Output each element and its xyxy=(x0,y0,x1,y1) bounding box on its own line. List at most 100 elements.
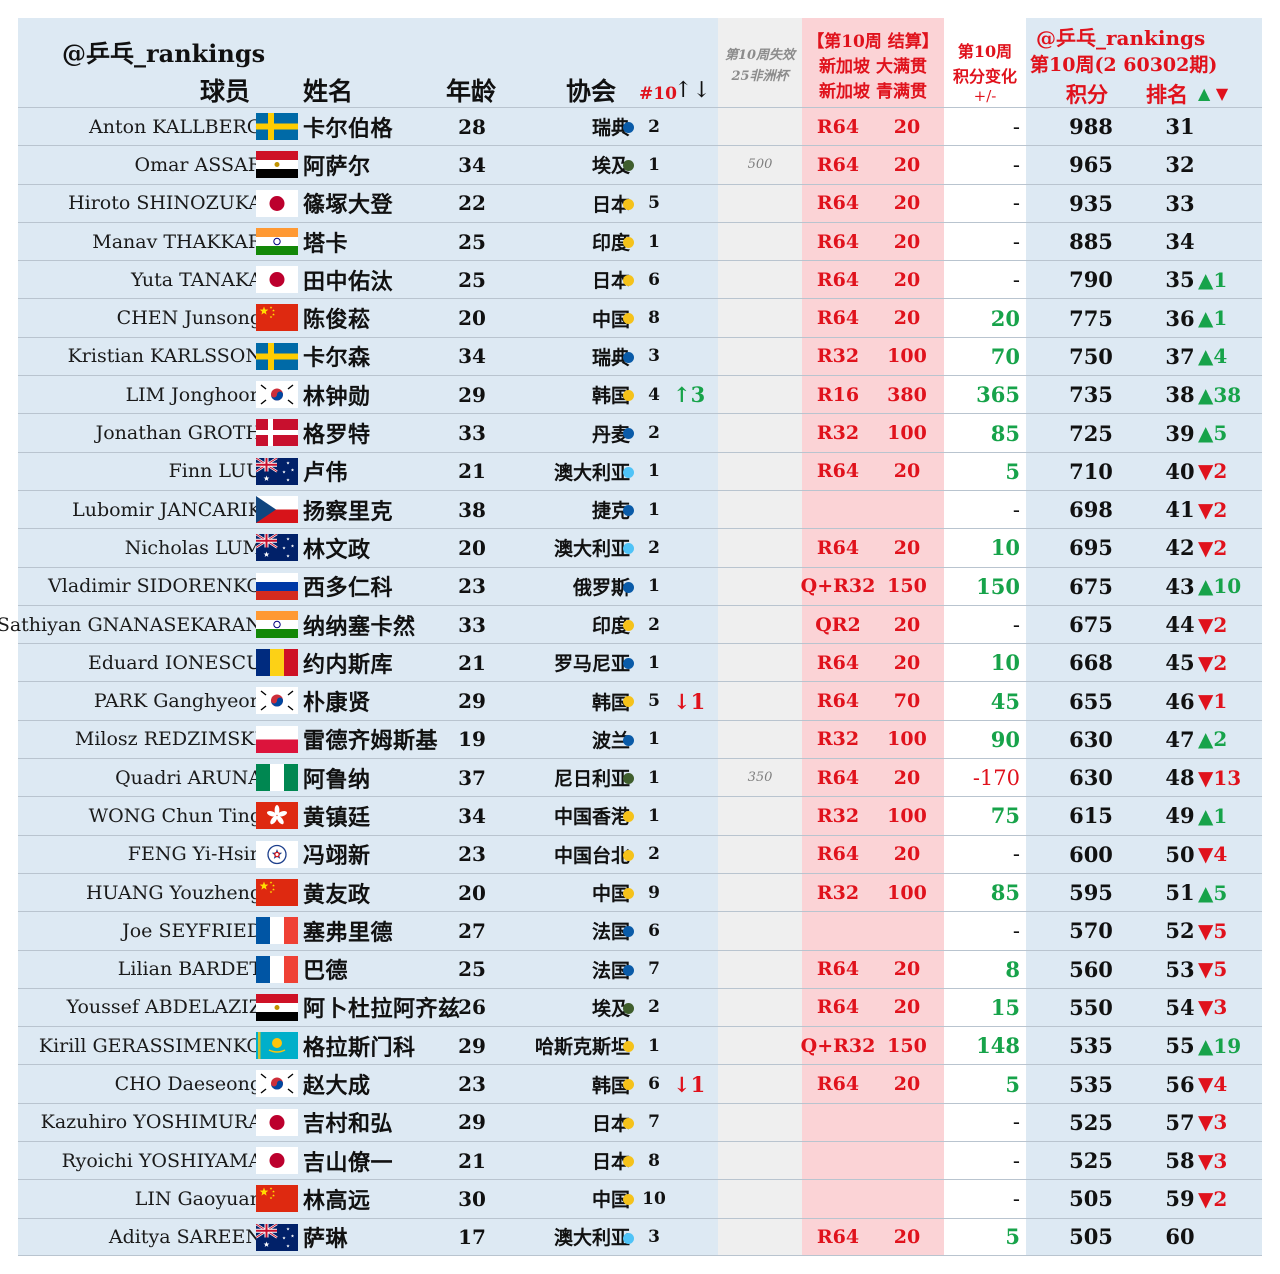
association: 澳大利亚 xyxy=(553,538,630,561)
association-rank-10: 8 xyxy=(648,1150,660,1171)
points-change: - xyxy=(1012,267,1020,292)
points-change: - xyxy=(1012,229,1020,254)
world-rank: 40 xyxy=(1165,458,1195,484)
table-row: LIM Jonghoon 林钟勋 29 韩国 4 ↑3 R16 380 365 735 38 ▲38 xyxy=(18,375,1262,413)
table-row: Lubomir JANCARIK 扬察里克 38 捷克 1 - 698 41 ▼2 xyxy=(18,489,1262,528)
table-row: FENG Yi-Hsin 冯翊新 23 中国台北 2 R64 20 - 600 50 ▼4 xyxy=(18,834,1262,873)
singapore-points: 20 xyxy=(893,115,921,138)
india-flag-icon xyxy=(256,610,298,638)
player-age: 21 xyxy=(458,650,486,675)
col-rank-header: 排名 xyxy=(1146,82,1188,107)
player-name-en: Manav THAKKAR xyxy=(92,230,262,253)
points-change: - xyxy=(1012,1110,1020,1135)
association-dot-icon xyxy=(623,313,634,325)
rank-change: ▼4 xyxy=(1198,842,1228,867)
up-arrow-icon: ▲ xyxy=(1198,84,1211,103)
points-change: - xyxy=(1012,152,1020,177)
sweden-flag-icon xyxy=(256,113,298,140)
singapore-round: R64 xyxy=(816,1225,860,1248)
world-rank: 57 xyxy=(1165,1109,1195,1135)
player-age: 29 xyxy=(458,1033,486,1058)
japan-flag-icon xyxy=(256,189,298,217)
player-name-cn: 吉村和弘 xyxy=(303,1111,394,1138)
korea-flag-icon xyxy=(256,381,298,409)
association-rank-10: 1 xyxy=(648,231,660,252)
points-change: - xyxy=(1012,497,1020,522)
points-change: - xyxy=(1012,191,1020,216)
association-dot-icon xyxy=(623,1079,634,1091)
association-dot-icon xyxy=(623,926,634,938)
player-age: 38 xyxy=(458,497,486,522)
player-name-cn: 卡尔伯格 xyxy=(303,115,394,142)
total-points: 988 xyxy=(1069,114,1113,140)
world-rank: 52 xyxy=(1165,918,1195,944)
association-dot-icon xyxy=(623,619,634,631)
singapore-points: 20 xyxy=(893,1225,921,1248)
world-rank: 41 xyxy=(1165,497,1195,523)
player-name-en: Sathiyan GNANASEKARAN xyxy=(0,613,262,636)
sweden-flag-icon xyxy=(256,342,298,370)
association: 日本 xyxy=(591,1112,630,1135)
rank-change: ▲5 xyxy=(1198,421,1228,446)
player-name-en: CHEN Junsong xyxy=(116,307,262,330)
points-week-header: 第10周(2 60302期) xyxy=(1030,54,1218,76)
sg-header-line2: 新加坡 大满贯 xyxy=(819,57,927,77)
chg-header-line1: 第10周 xyxy=(957,42,1013,61)
association-dot-icon xyxy=(623,849,634,861)
points-change: - xyxy=(1012,842,1020,867)
association: 中国香港 xyxy=(553,806,630,829)
player-age: 34 xyxy=(458,344,486,369)
association-rank-10: 1 xyxy=(648,576,660,597)
association: 中国 xyxy=(591,1189,630,1212)
rank-change: ▲19 xyxy=(1198,1033,1242,1058)
player-name-en: Lubomir JANCARIK xyxy=(72,498,262,521)
player-name-cn: 篠塚大登 xyxy=(303,192,394,219)
table-row: Quadri ARUNA 阿鲁纳 37 尼日利亚 1 350 R64 20 -170 630 48 ▼… xyxy=(18,758,1262,796)
watermark: @乒乓_rankings xyxy=(62,39,266,68)
singapore-round: R64 xyxy=(816,536,860,559)
rank-change: ▼3 xyxy=(1198,1148,1228,1173)
singapore-points: 20 xyxy=(893,1073,921,1096)
total-points: 535 xyxy=(1069,1033,1113,1059)
association: 澳大利亚 xyxy=(553,1227,630,1250)
player-name-cn: 阿萨尔 xyxy=(303,153,371,180)
association-dot-icon xyxy=(623,275,634,287)
table-row: Ryoichi YOSHIYAMA 吉山僚一 21 日本 8 - 525 58 ▼3 xyxy=(18,1141,1262,1179)
france-flag-icon xyxy=(256,955,298,983)
table-row: Joe SEYFRIED 塞弗里德 27 法国 6 - 570 52 ▼5 xyxy=(18,911,1262,949)
association-rank-10: 7 xyxy=(648,959,660,980)
association-rank-10: 3 xyxy=(648,1226,660,1247)
singapore-points: 100 xyxy=(887,728,927,751)
association-rank-10: 6 xyxy=(648,1074,660,1095)
association-rank-10: 5 xyxy=(648,691,660,712)
association-rank-10: 9 xyxy=(648,882,660,903)
sg-header-line3: 新加坡 青满贯 xyxy=(819,82,927,102)
table-row: Milosz REDZIMSKI 雷德齐姆斯基 19 波兰 1 R32 100 90 630 47… xyxy=(18,719,1262,758)
singapore-round: R64 xyxy=(816,460,860,483)
association-dot-icon xyxy=(623,658,634,670)
association-rank-10: 7 xyxy=(648,1112,660,1133)
points-change: 5 xyxy=(1005,1224,1020,1250)
points-change: 90 xyxy=(990,726,1020,752)
lost-header-line1: 第10周失效 xyxy=(724,48,796,63)
sg-header-line1: 【第10周 结算】 xyxy=(807,32,939,52)
singapore-round: R64 xyxy=(816,268,860,291)
world-rank: 43 xyxy=(1165,573,1195,599)
singapore-points: 20 xyxy=(893,460,921,483)
player-name-cn: 赵大成 xyxy=(303,1073,371,1100)
association-dot-icon xyxy=(623,351,634,363)
col-num10-header: #10 xyxy=(639,84,677,104)
singapore-round: R32 xyxy=(816,422,860,445)
player-age: 20 xyxy=(458,535,486,560)
player-age: 27 xyxy=(458,918,486,943)
total-points: 525 xyxy=(1069,1148,1113,1174)
table-row: Yuta TANAKA 田中佑汰 25 日本 6 R64 20 - 790 35 ▲1 xyxy=(18,260,1262,298)
table-row: PARK Ganghyeon 朴康贤 29 韩国 5 ↓1 R64 70 45 655 46 ▼1 xyxy=(18,681,1262,719)
rank-change: ▲2 xyxy=(1198,727,1228,752)
rank-change: ▼2 xyxy=(1198,459,1228,484)
total-points: 965 xyxy=(1069,152,1113,178)
player-name-en: HUANG Youzheng xyxy=(85,881,262,904)
player-name-en: Kristian KARLSSON xyxy=(67,345,262,368)
player-info-band xyxy=(18,18,718,1256)
singapore-points: 20 xyxy=(893,153,921,176)
